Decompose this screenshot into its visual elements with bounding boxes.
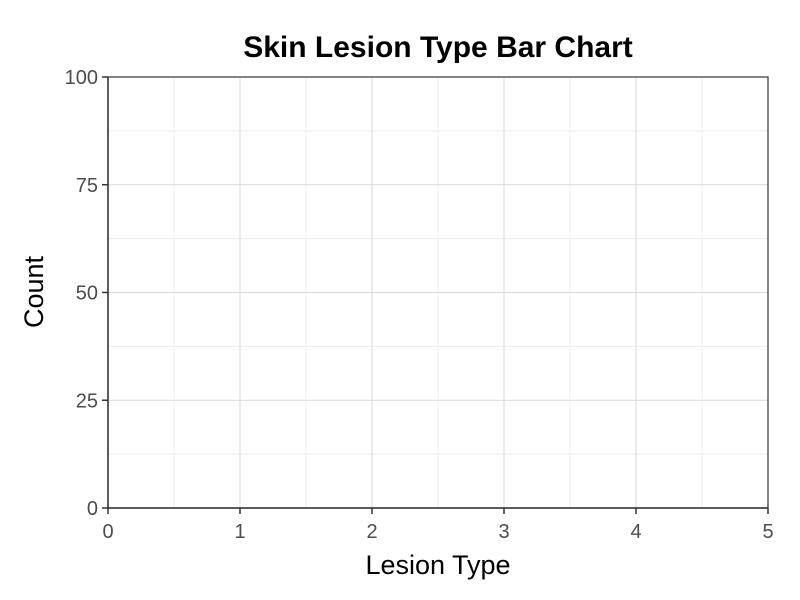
x-axis-title: Lesion Type (365, 550, 510, 580)
x-tick-label: 1 (234, 521, 245, 543)
x-tick-label: 2 (366, 521, 377, 543)
x-tick-label: 5 (762, 521, 773, 543)
y-tick-label: 100 (65, 67, 98, 89)
chart-title: Skin Lesion Type Bar Chart (243, 31, 633, 64)
x-tick-label: 4 (630, 521, 641, 543)
grid-layer (107, 76, 769, 509)
y-tick-label: 25 (76, 390, 98, 412)
y-axis-title: Count (19, 255, 49, 328)
x-tick-label: 3 (498, 521, 509, 543)
y-tick-label: 50 (76, 283, 98, 305)
y-tick-label: 0 (87, 498, 98, 520)
x-tick-label: 0 (102, 521, 113, 543)
y-tick-label: 75 (76, 175, 98, 197)
